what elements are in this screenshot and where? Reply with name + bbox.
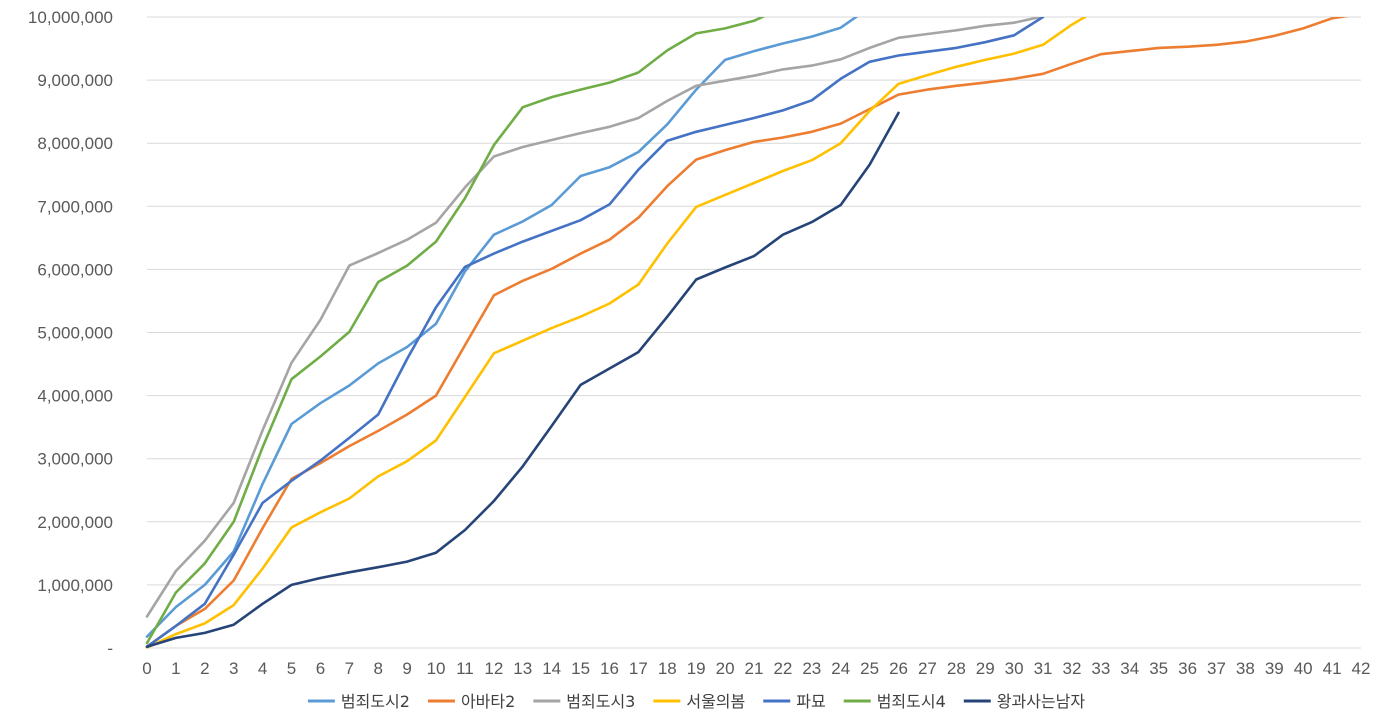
series-line-4	[145, 17, 1088, 649]
legend-label: 왕과사는남자	[997, 692, 1086, 711]
x-tick-label: 19	[687, 659, 706, 678]
gridlines	[147, 16, 1361, 649]
x-tick-label: 14	[542, 659, 561, 678]
legend-item: 파묘	[763, 692, 826, 711]
x-tick-label: 28	[947, 659, 966, 678]
legend-label: 서울의봄	[686, 692, 745, 711]
legend-item: 아바타2	[427, 692, 515, 711]
x-axis-ticks: 0 1 2 3 4 5 6 7 8 9 10 11 12 13 14 15 16 17 18 19 20 21 22 23 24…	[142, 659, 1370, 678]
x-tick-label: 12	[484, 659, 503, 678]
x-tick-label: 16	[600, 659, 619, 678]
x-tick-label: 1	[171, 659, 180, 678]
x-tick-label: 26	[889, 659, 908, 678]
x-tick-label: 8	[374, 659, 383, 678]
x-tick-label: 40	[1294, 659, 1313, 678]
legend-label: 파묘	[796, 692, 825, 711]
y-tick-label: 1,000,000	[37, 576, 113, 595]
series-line-6	[145, 17, 766, 645]
x-tick-label: 9	[402, 659, 411, 678]
series-line-2	[145, 17, 1349, 649]
x-tick-label: 30	[1005, 659, 1024, 678]
y-tick-label: 5,000,000	[37, 324, 113, 343]
x-tick-label: 33	[1091, 659, 1110, 678]
x-tick-label: 23	[802, 659, 821, 678]
y-tick-label: 3,000,000	[37, 450, 113, 469]
x-tick-label: 27	[918, 659, 937, 678]
y-tick-label: 8,000,000	[37, 134, 113, 153]
x-tick-label: 38	[1236, 659, 1255, 678]
x-tick-label: 11	[456, 659, 474, 678]
x-tick-label: 5	[287, 659, 296, 678]
y-tick-label: 7,000,000	[37, 197, 113, 216]
x-tick-label: 13	[513, 659, 532, 678]
x-tick-label: 24	[831, 659, 850, 678]
y-tick-label: 9,000,000	[37, 71, 113, 90]
x-tick-label: 42	[1352, 659, 1371, 678]
x-tick-label: 0	[142, 659, 151, 678]
x-tick-label: 3	[229, 659, 238, 678]
x-tick-label: 18	[658, 659, 677, 678]
x-tick-label: 36	[1178, 659, 1197, 678]
y-tick-label: 6,000,000	[37, 260, 113, 279]
x-tick-label: 6	[316, 659, 325, 678]
legend: 범죄도시2 아바타2 범죄도시3 서울의봄 파묘 범죄도시4 왕과사는남자	[307, 692, 1086, 711]
x-tick-label: 37	[1207, 659, 1226, 678]
x-tick-label: 17	[629, 659, 648, 678]
legend-label: 아바타2	[461, 692, 515, 711]
x-tick-label: 7	[345, 659, 354, 678]
legend-label: 범죄도시3	[566, 692, 635, 711]
legend-item: 범죄도시2	[307, 692, 410, 711]
series-lines	[145, 17, 1349, 649]
y-tick-label: 4,000,000	[37, 387, 113, 406]
x-tick-label: 2	[200, 659, 209, 678]
series-line-7	[145, 111, 900, 649]
legend-label: 범죄도시2	[341, 692, 410, 711]
y-tick-label: -	[107, 639, 113, 658]
x-tick-label: 22	[773, 659, 792, 678]
x-tick-label: 39	[1265, 659, 1284, 678]
x-tick-label: 35	[1149, 659, 1168, 678]
x-tick-label: 31	[1034, 659, 1053, 678]
x-tick-label: 10	[427, 659, 446, 678]
x-tick-label: 25	[860, 659, 879, 678]
series-line-5	[145, 17, 1045, 649]
y-tick-label: 10,000,000	[28, 8, 113, 27]
y-tick-label: 2,000,000	[37, 513, 113, 532]
legend-item: 범죄도시4	[843, 692, 946, 711]
x-tick-label: 4	[258, 659, 267, 678]
series-line-1	[145, 17, 859, 638]
legend-item: 서울의봄	[653, 692, 745, 711]
legend-label: 범죄도시4	[877, 692, 946, 711]
x-tick-label: 41	[1323, 659, 1342, 678]
x-tick-label: 34	[1120, 659, 1139, 678]
x-tick-label: 20	[716, 659, 735, 678]
x-tick-label: 21	[745, 659, 764, 678]
series-line-3	[145, 17, 1045, 618]
x-tick-label: 32	[1062, 659, 1081, 678]
y-axis-ticks: - 1,000,000 2,000,000 3,000,000 4,000,000 5,0…	[28, 8, 113, 658]
legend-item: 왕과사는남자	[963, 692, 1086, 711]
legend-item: 범죄도시3	[533, 692, 635, 711]
x-tick-label: 15	[571, 659, 590, 678]
x-tick-label: 29	[976, 659, 995, 678]
